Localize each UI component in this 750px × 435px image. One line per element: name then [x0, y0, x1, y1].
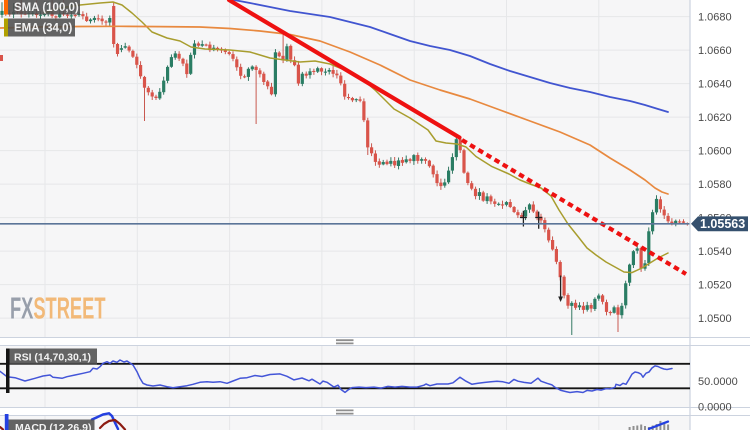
svg-text:1.0520: 1.0520: [698, 279, 732, 291]
svg-text:SMA (100,0): SMA (100,0): [14, 2, 79, 14]
svg-text:0.0000: 0.0000: [698, 402, 732, 414]
svg-text:1.0660: 1.0660: [698, 45, 732, 57]
svg-text:MACD (12,26,9): MACD (12,26,9): [15, 422, 91, 430]
svg-text:50.0000: 50.0000: [698, 376, 738, 388]
svg-text:1.0600: 1.0600: [698, 145, 732, 157]
svg-text:1.0580: 1.0580: [698, 179, 732, 191]
svg-text:1.0620: 1.0620: [698, 112, 732, 124]
svg-text:RSI (14,70,30,1): RSI (14,70,30,1): [14, 352, 91, 364]
svg-text:1.05563: 1.05563: [700, 217, 745, 231]
svg-text:1.0680: 1.0680: [698, 11, 732, 23]
svg-text:1.0540: 1.0540: [698, 246, 732, 258]
svg-text:1.0640: 1.0640: [698, 78, 732, 90]
svg-text:FXSTREET: FXSTREET: [10, 292, 106, 326]
svg-text:EMA (34,0): EMA (34,0): [14, 23, 73, 35]
svg-text:1.0500: 1.0500: [698, 313, 732, 325]
